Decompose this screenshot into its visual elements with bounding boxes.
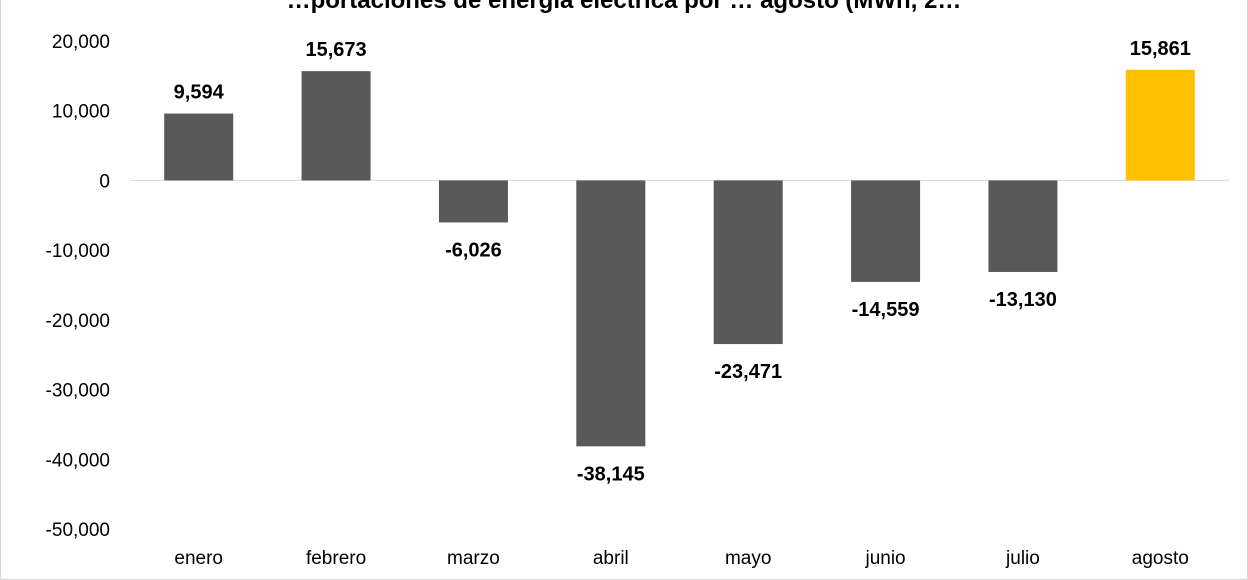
x-tick-label-mayo: mayo — [725, 548, 771, 569]
bar-abril — [576, 180, 645, 446]
x-axis-ticks: enero febrero marzo abril mayo junio julio agos… — [174, 548, 1188, 569]
x-tick-label-febrero: febrero — [306, 548, 366, 569]
bar-agosto — [1126, 70, 1195, 181]
chart-title: …portaciones de energía eléctrica por … … — [287, 0, 962, 14]
x-tick-label-marzo: marzo — [447, 548, 500, 569]
bar-julio — [988, 180, 1057, 272]
x-tick-label-abril: abril — [593, 548, 629, 569]
data-label-enero: 9,594 — [174, 82, 225, 104]
data-label-abril: -38,145 — [577, 463, 645, 485]
data-label-junio: -14,559 — [852, 299, 920, 321]
bar-series — [164, 70, 1195, 446]
y-tick-label: 10,000 — [52, 102, 110, 123]
bar-febrero — [302, 71, 371, 180]
x-tick-label-enero: enero — [174, 548, 223, 569]
bar-junio — [851, 180, 920, 281]
y-axis-ticks: 20,000 10,000 0 -10,000 -20,000 -30,000 -40,00… — [46, 32, 110, 541]
y-tick-label: 20,000 — [52, 32, 110, 53]
y-tick-label: 0 — [99, 171, 110, 192]
data-label-febrero: 15,673 — [305, 39, 366, 61]
data-label-mayo: -23,471 — [714, 361, 782, 383]
data-label-agosto: 15,861 — [1130, 38, 1191, 60]
x-tick-label-julio: julio — [1005, 548, 1040, 569]
y-tick-label: -30,000 — [46, 381, 110, 402]
bar-enero — [164, 114, 233, 181]
y-tick-label: -50,000 — [46, 520, 110, 541]
y-tick-label: -10,000 — [46, 241, 110, 262]
bar-mayo — [714, 180, 783, 344]
bar-marzo — [439, 180, 508, 222]
x-tick-label-junio: junio — [864, 548, 905, 569]
x-tick-label-agosto: agosto — [1132, 548, 1189, 569]
data-label-marzo: -6,026 — [445, 239, 502, 261]
y-tick-label: -40,000 — [46, 450, 110, 471]
data-label-julio: -13,130 — [989, 289, 1057, 311]
y-tick-label: -20,000 — [46, 311, 110, 332]
